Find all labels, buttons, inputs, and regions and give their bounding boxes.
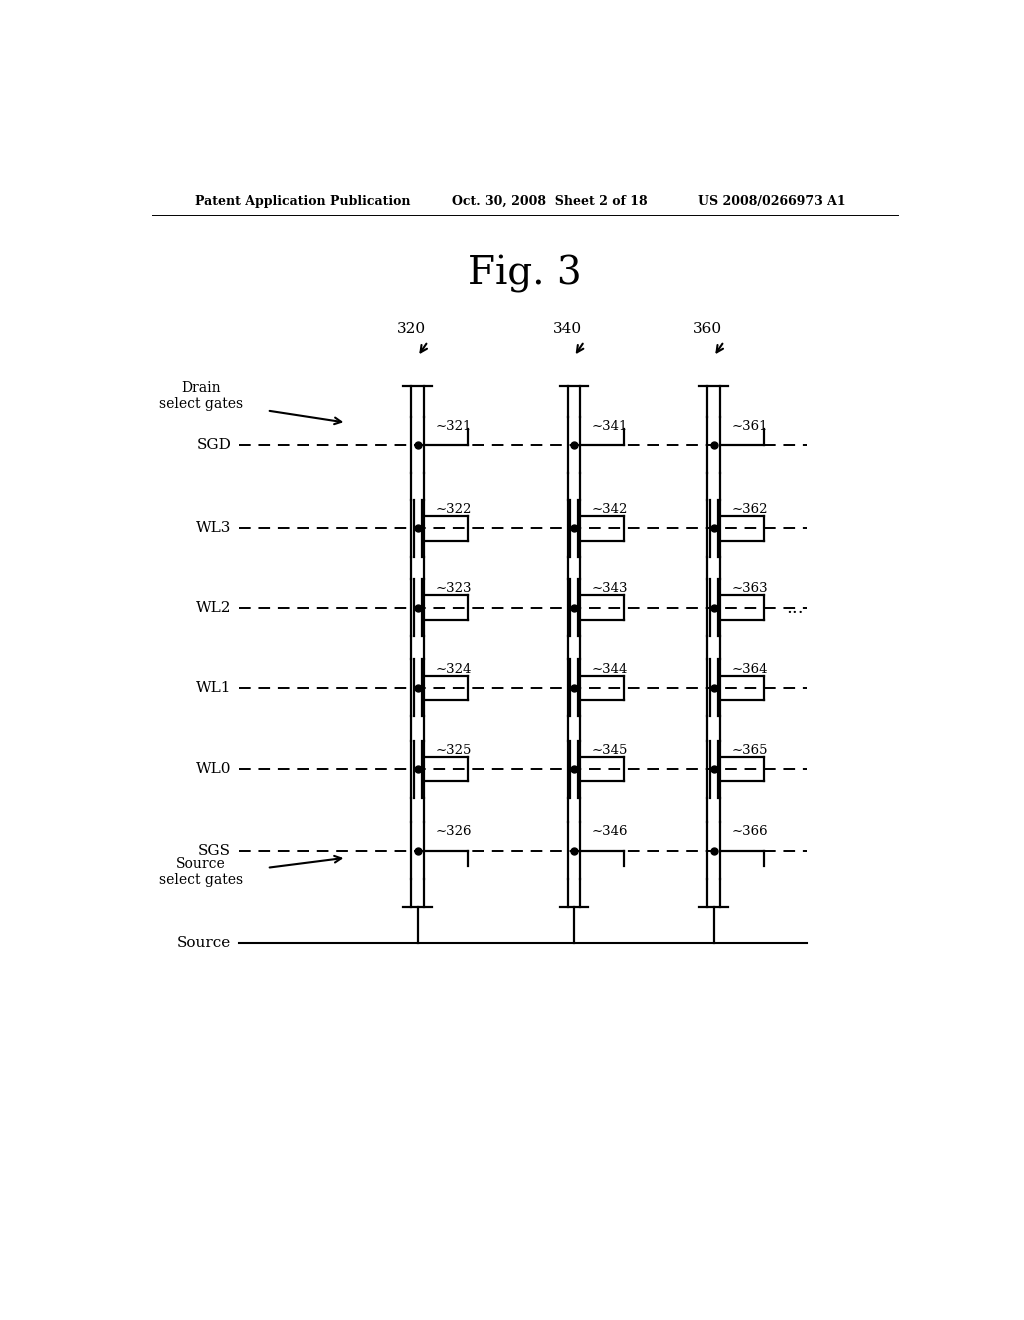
Text: Drain
select gates: Drain select gates <box>159 381 243 412</box>
Text: ∼361: ∼361 <box>731 420 768 433</box>
Text: US 2008/0266973 A1: US 2008/0266973 A1 <box>697 194 846 207</box>
Text: Patent Application Publication: Patent Application Publication <box>196 194 411 207</box>
Text: Source: Source <box>177 936 231 950</box>
Text: ∼342: ∼342 <box>592 503 628 516</box>
Text: WL1: WL1 <box>196 681 231 694</box>
Text: ∼364: ∼364 <box>731 663 768 676</box>
Text: ...: ... <box>785 599 804 616</box>
Text: ∼366: ∼366 <box>731 825 768 838</box>
Text: 320: 320 <box>396 322 426 337</box>
Text: WL0: WL0 <box>196 762 231 776</box>
Text: WL3: WL3 <box>196 521 231 536</box>
Text: ∼322: ∼322 <box>435 503 471 516</box>
Text: ∼343: ∼343 <box>592 582 628 595</box>
Text: ∼362: ∼362 <box>731 503 768 516</box>
Text: ∼326: ∼326 <box>435 825 472 838</box>
Text: ∼324: ∼324 <box>435 663 471 676</box>
Text: SGD: SGD <box>197 438 231 451</box>
Text: WL2: WL2 <box>196 601 231 615</box>
Text: Oct. 30, 2008  Sheet 2 of 18: Oct. 30, 2008 Sheet 2 of 18 <box>452 194 647 207</box>
Text: SGS: SGS <box>199 843 231 858</box>
Text: Fig. 3: Fig. 3 <box>468 255 582 293</box>
Text: ∼321: ∼321 <box>435 420 471 433</box>
Text: ∼346: ∼346 <box>592 825 628 838</box>
Text: 340: 340 <box>553 322 583 337</box>
Text: ∼363: ∼363 <box>731 582 768 595</box>
Text: ∼341: ∼341 <box>592 420 628 433</box>
Text: ∼345: ∼345 <box>592 744 628 758</box>
Text: ∼325: ∼325 <box>435 744 471 758</box>
Text: Source
select gates: Source select gates <box>159 857 243 887</box>
Text: ∼344: ∼344 <box>592 663 628 676</box>
Text: 360: 360 <box>693 322 722 337</box>
Text: ∼323: ∼323 <box>435 582 472 595</box>
Text: ∼365: ∼365 <box>731 744 768 758</box>
